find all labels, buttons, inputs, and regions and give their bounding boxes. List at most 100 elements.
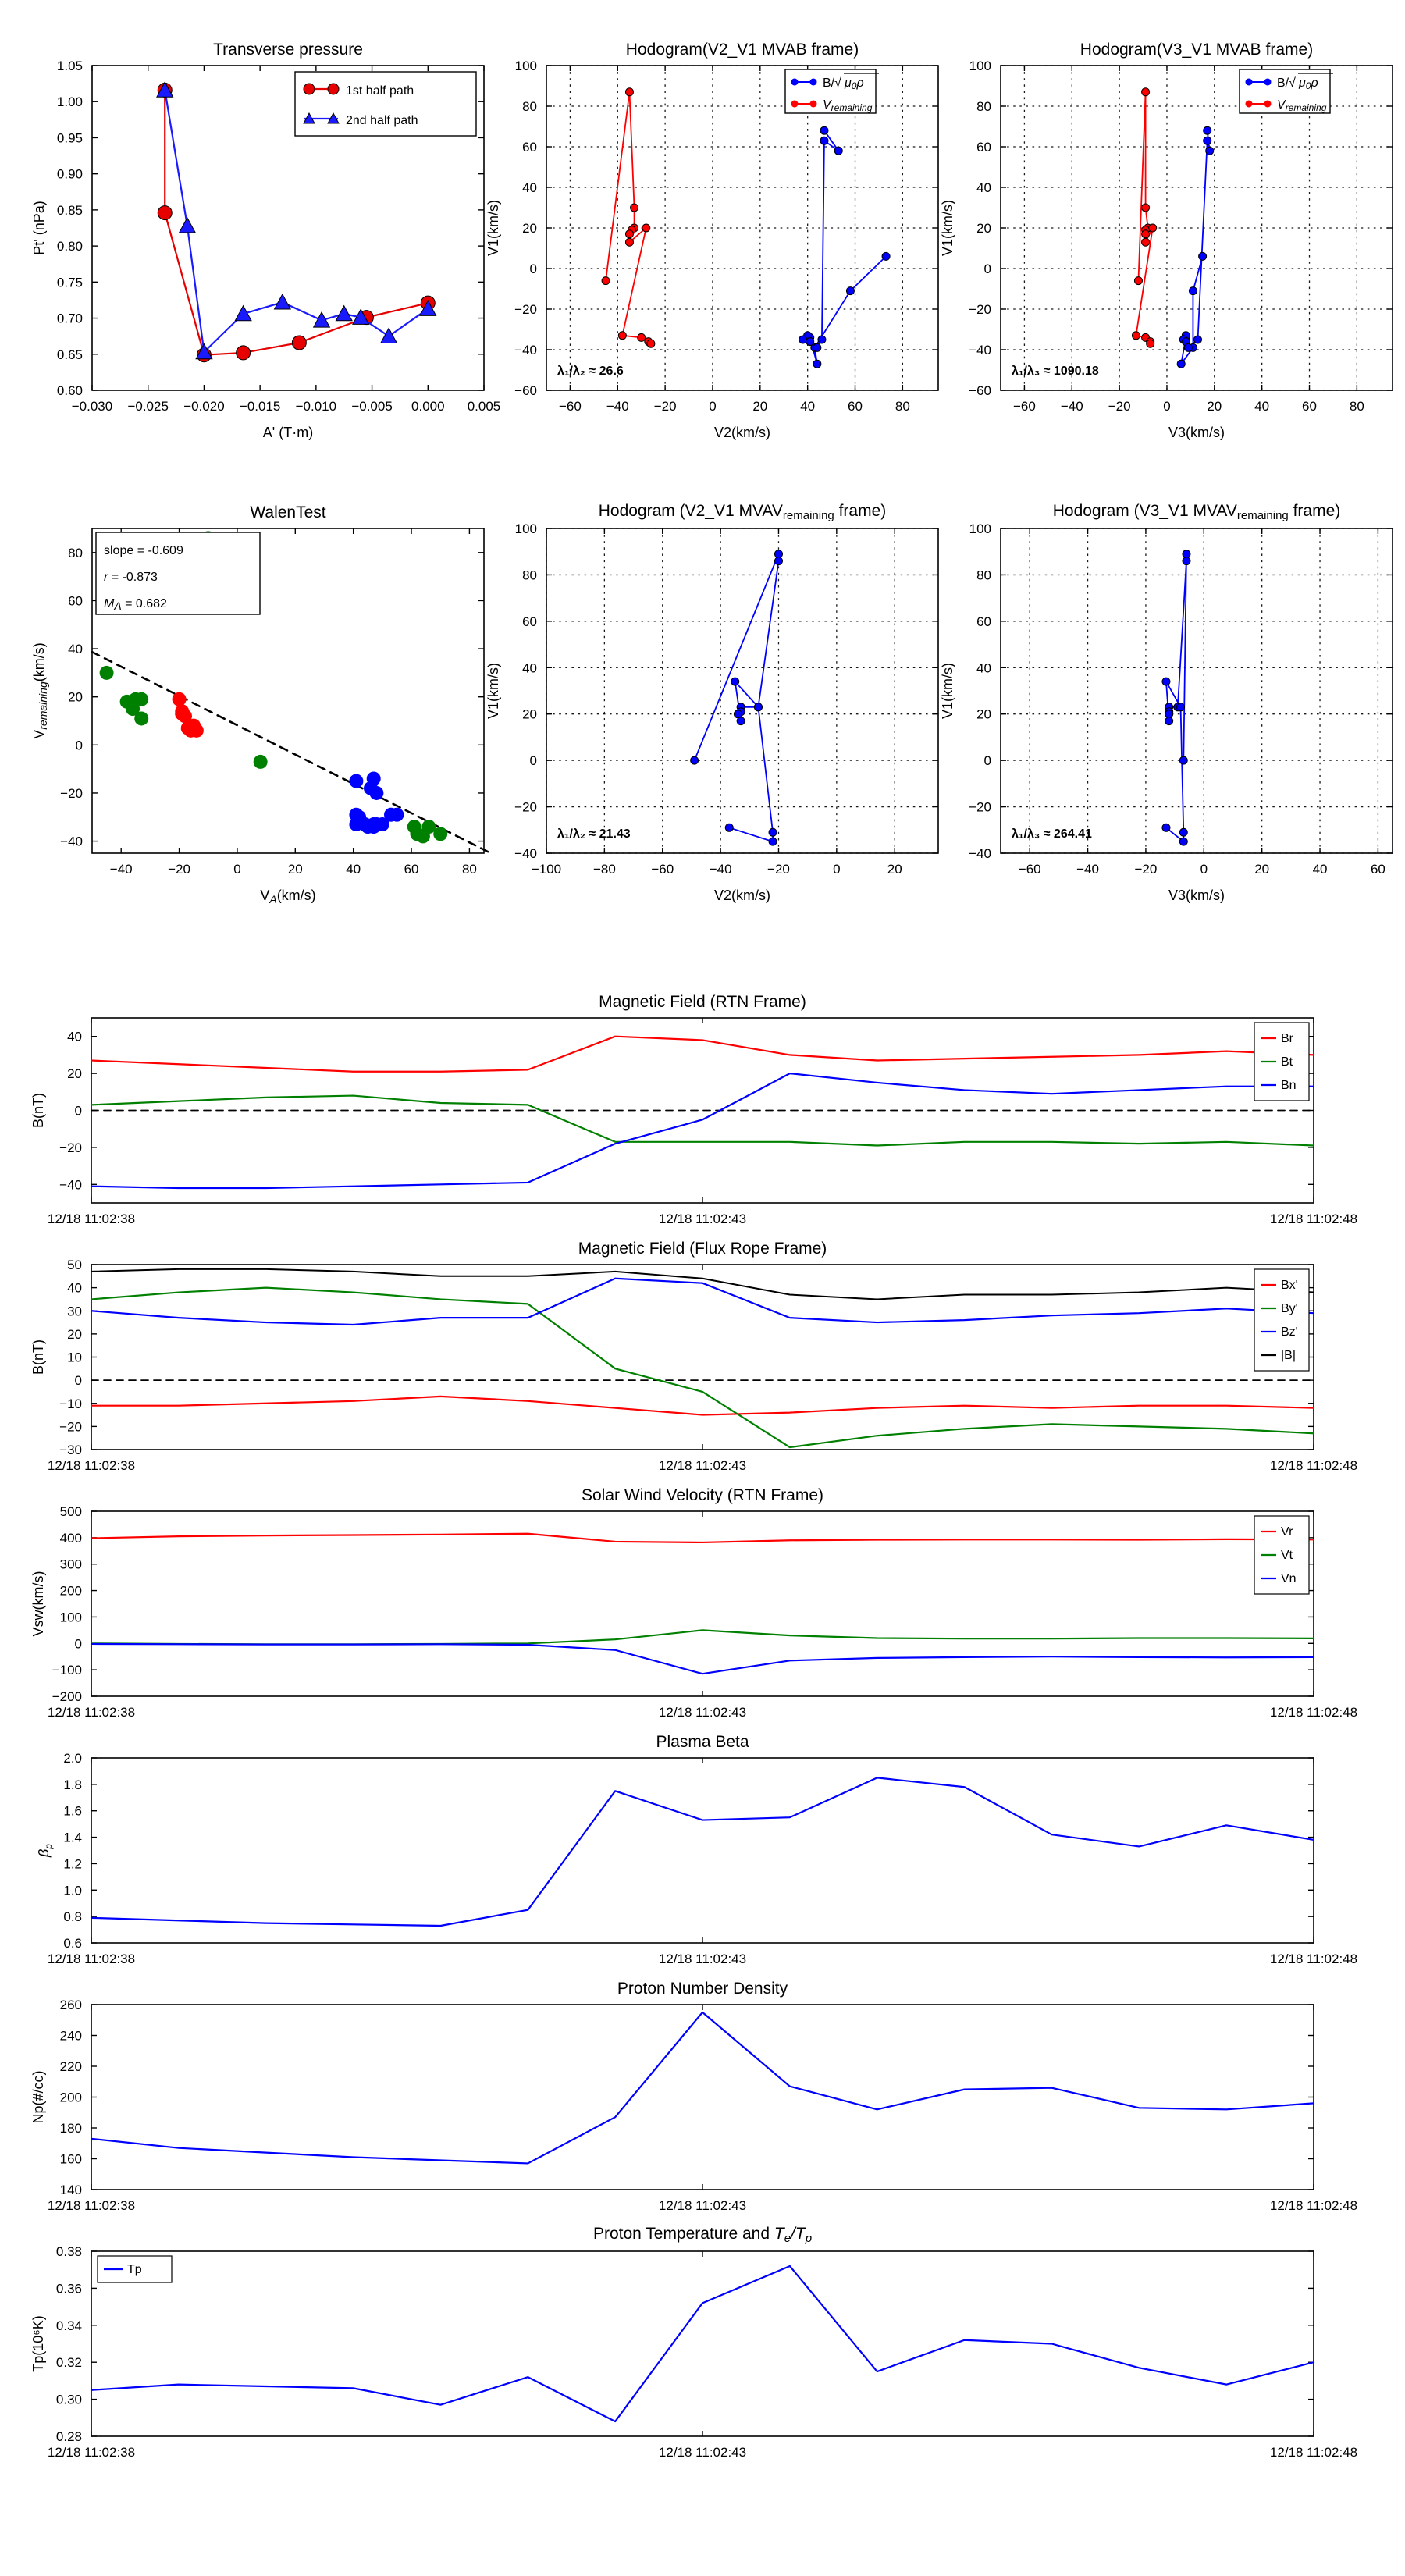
svg-text:20: 20 — [522, 707, 537, 722]
svg-text:1st half path: 1st half path — [346, 84, 414, 98]
svg-text:40: 40 — [522, 660, 537, 675]
svg-text:12/18 11:02:48: 12/18 11:02:48 — [1270, 1952, 1357, 1966]
svg-text:20: 20 — [288, 862, 303, 877]
svg-text:−60: −60 — [1019, 862, 1041, 877]
svg-text:−100: −100 — [532, 862, 561, 877]
svg-text:0.6: 0.6 — [63, 1936, 82, 1951]
svg-text:100: 100 — [515, 521, 537, 536]
svg-text:0.36: 0.36 — [56, 2281, 82, 2296]
svg-text:0.80: 0.80 — [57, 239, 83, 254]
svg-text:slope = -0.609: slope = -0.609 — [104, 544, 183, 557]
svg-text:260: 260 — [60, 1998, 82, 2012]
svg-text:−20: −20 — [514, 302, 537, 317]
svg-text:2nd half path: 2nd half path — [346, 114, 418, 127]
svg-text:160: 160 — [60, 2152, 82, 2167]
svg-text:60: 60 — [1302, 399, 1317, 414]
svg-text:80: 80 — [976, 99, 991, 114]
svg-text:V3(km/s): V3(km/s) — [1168, 888, 1225, 903]
svg-text:40: 40 — [976, 180, 991, 195]
svg-text:−60: −60 — [559, 399, 582, 414]
svg-text:Vr: Vr — [1281, 1525, 1293, 1539]
svg-text:Proton Temperature and Te/Tp: Proton Temperature and Te/Tp — [593, 2225, 812, 2245]
svg-text:V1(km/s): V1(km/s) — [940, 663, 955, 719]
svg-text:1.2: 1.2 — [63, 1856, 82, 1871]
svg-text:0: 0 — [530, 753, 537, 768]
svg-text:−40: −40 — [606, 399, 629, 414]
svg-text:Tp(10⁶K): Tp(10⁶K) — [30, 2315, 46, 2371]
svg-text:12/18 11:02:43: 12/18 11:02:43 — [659, 1458, 746, 1473]
svg-text:100: 100 — [515, 59, 537, 73]
svg-text:−40: −40 — [969, 846, 991, 861]
svg-text:λ₁/λ₂ ≈ 26.6: λ₁/λ₂ ≈ 26.6 — [557, 365, 624, 378]
svg-text:Proton Number Density: Proton Number Density — [617, 1980, 788, 1998]
svg-text:12/18 11:02:38: 12/18 11:02:38 — [48, 2198, 135, 2213]
svg-text:0.34: 0.34 — [56, 2318, 82, 2333]
svg-text:60: 60 — [522, 140, 537, 155]
svg-text:1.0: 1.0 — [63, 1883, 82, 1898]
svg-text:−40: −40 — [59, 1177, 82, 1192]
svg-text:−20: −20 — [514, 800, 537, 815]
svg-text:240: 240 — [60, 2029, 82, 2044]
svg-text:0.95: 0.95 — [57, 130, 83, 145]
svg-text:Hodogram (V3_V1 MVAVremaining: Hodogram (V3_V1 MVAVremaining frame) — [1053, 502, 1341, 522]
svg-text:λ₁/λ₃ ≈ 264.41: λ₁/λ₃ ≈ 264.41 — [1012, 827, 1092, 841]
svg-text:40: 40 — [67, 1030, 82, 1044]
svg-text:−100: −100 — [52, 1663, 82, 1678]
svg-text:12/18 11:02:38: 12/18 11:02:38 — [48, 1952, 135, 1966]
svg-text:20: 20 — [752, 399, 767, 414]
svg-text:0: 0 — [709, 399, 716, 414]
svg-text:500: 500 — [60, 1504, 82, 1519]
svg-text:V1(km/s): V1(km/s) — [486, 200, 501, 256]
svg-text:V1(km/s): V1(km/s) — [940, 200, 955, 256]
svg-text:Vsw(km/s): Vsw(km/s) — [30, 1571, 46, 1637]
svg-text:V3(km/s): V3(km/s) — [1168, 425, 1225, 440]
svg-text:−40: −40 — [60, 834, 83, 849]
svg-text:1.8: 1.8 — [63, 1777, 82, 1792]
svg-text:0.70: 0.70 — [57, 311, 83, 326]
svg-text:−40: −40 — [514, 343, 537, 358]
svg-text:−20: −20 — [168, 862, 190, 877]
svg-text:Transverse pressure: Transverse pressure — [213, 41, 363, 59]
svg-text:0.8: 0.8 — [63, 1909, 82, 1924]
svg-text:Magnetic Field (Flux Rope Fram: Magnetic Field (Flux Rope Frame) — [578, 1240, 827, 1258]
svg-text:80: 80 — [1350, 399, 1364, 414]
svg-text:0: 0 — [75, 1373, 82, 1388]
svg-text:By': By' — [1281, 1302, 1298, 1315]
svg-text:10: 10 — [67, 1350, 82, 1365]
svg-text:Pt' (nPa): Pt' (nPa) — [31, 201, 47, 254]
svg-text:−20: −20 — [59, 1419, 82, 1434]
svg-text:12/18 11:02:43: 12/18 11:02:43 — [659, 1212, 746, 1226]
svg-text:λ₁/λ₃ ≈ 1090.18: λ₁/λ₃ ≈ 1090.18 — [1012, 365, 1099, 378]
svg-text:0: 0 — [1163, 399, 1170, 414]
svg-text:180: 180 — [60, 2121, 82, 2136]
svg-text:Hodogram (V2_V1 MVAVremaining: Hodogram (V2_V1 MVAVremaining frame) — [599, 502, 887, 522]
svg-text:V1(km/s): V1(km/s) — [486, 663, 501, 719]
svg-text:200: 200 — [60, 1584, 82, 1599]
svg-text:0: 0 — [1200, 862, 1208, 877]
svg-text:−20: −20 — [59, 1140, 82, 1155]
svg-text:300: 300 — [60, 1557, 82, 1572]
svg-text:0.38: 0.38 — [56, 2244, 82, 2259]
svg-text:40: 40 — [346, 862, 361, 877]
svg-text:80: 80 — [462, 862, 477, 877]
svg-text:0: 0 — [233, 862, 240, 877]
svg-text:0: 0 — [75, 1636, 82, 1651]
svg-text:30: 30 — [67, 1304, 82, 1318]
svg-text:−20: −20 — [1108, 399, 1131, 414]
svg-text:12/18 11:02:48: 12/18 11:02:48 — [1270, 2198, 1357, 2213]
svg-text:−30: −30 — [59, 1443, 82, 1457]
svg-text:40: 40 — [67, 1281, 82, 1296]
svg-text:−20: −20 — [654, 399, 677, 414]
svg-text:80: 80 — [895, 399, 910, 414]
svg-text:−40: −40 — [514, 846, 537, 861]
svg-text:−40: −40 — [969, 343, 991, 358]
svg-text:B/√: B/√ — [823, 76, 841, 90]
svg-text:0.75: 0.75 — [57, 275, 83, 290]
svg-text:100: 100 — [969, 521, 991, 536]
svg-text:−200: −200 — [52, 1689, 82, 1704]
svg-text:60: 60 — [68, 593, 83, 608]
svg-text:Solar Wind Velocity (RTN Frame: Solar Wind Velocity (RTN Frame) — [582, 1486, 823, 1504]
svg-text:40: 40 — [976, 660, 991, 675]
svg-text:80: 80 — [522, 99, 537, 114]
svg-text:0.60: 0.60 — [57, 383, 83, 398]
